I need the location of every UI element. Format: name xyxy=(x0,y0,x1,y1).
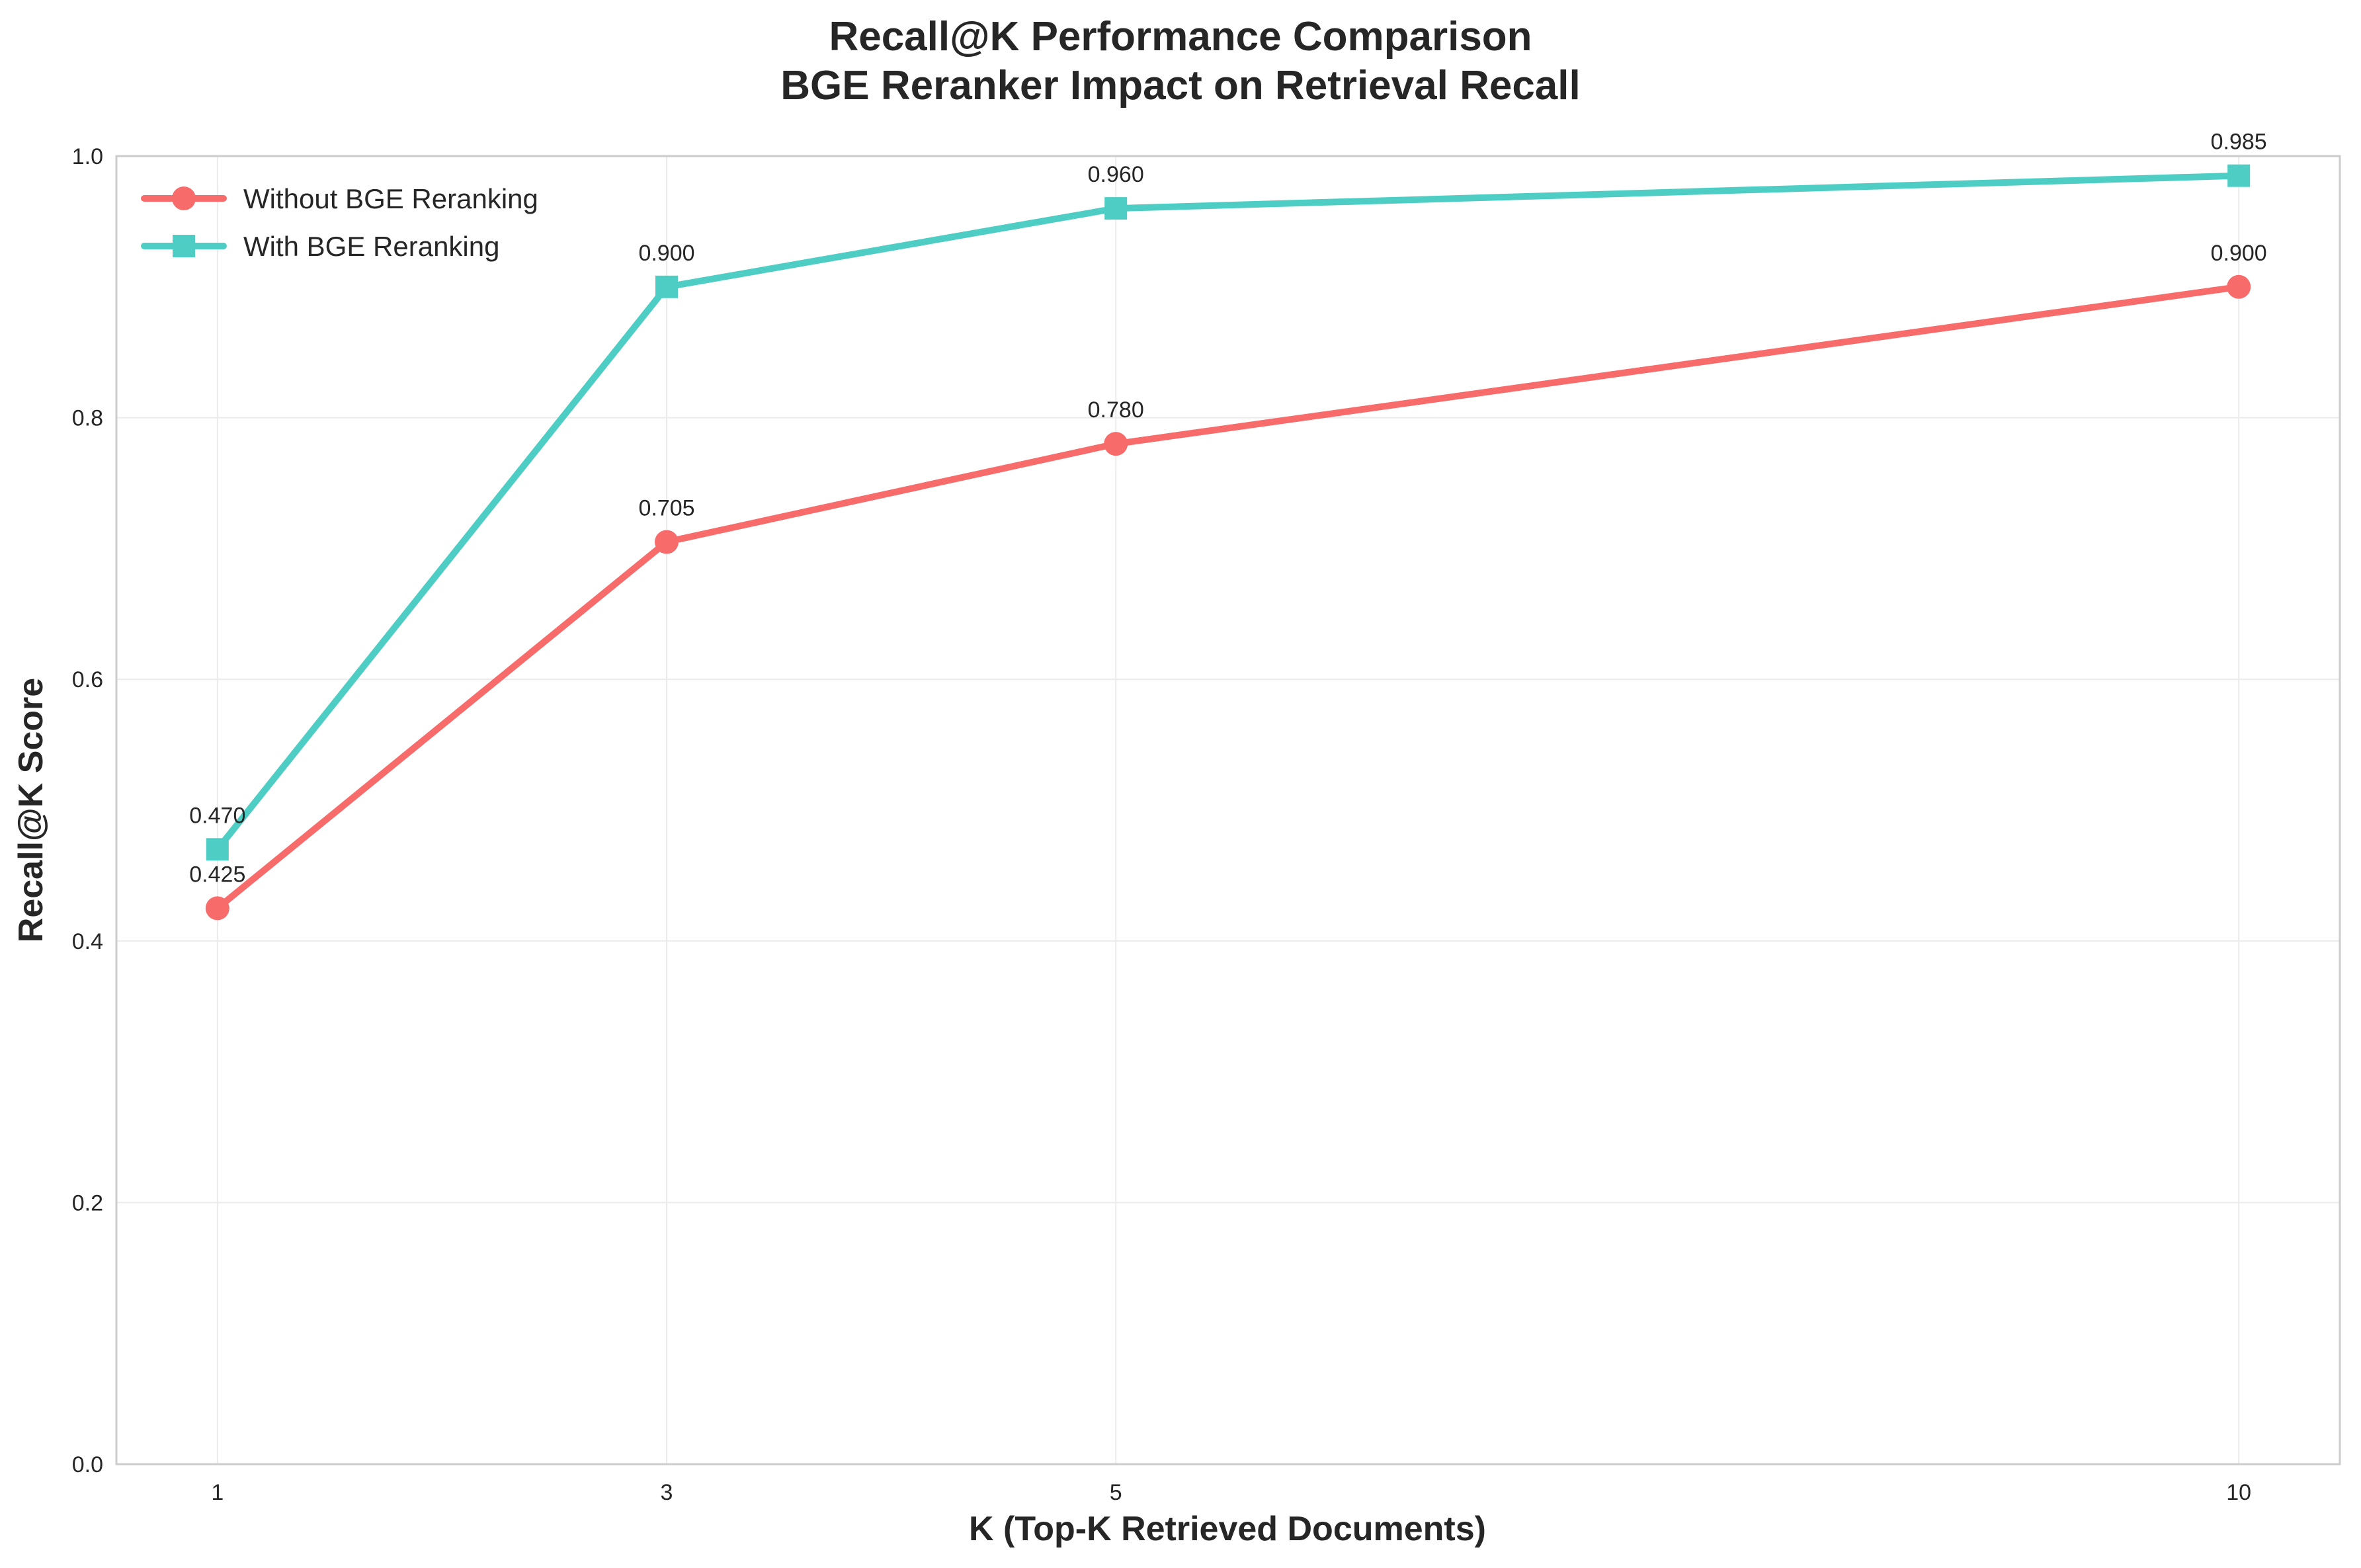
x-tick-label: 1 xyxy=(211,1480,224,1505)
legend-label: With BGE Reranking xyxy=(243,231,499,262)
x-tick-label: 3 xyxy=(661,1480,673,1505)
y-tick-label: 0.2 xyxy=(72,1190,103,1216)
chart-subtitle: BGE Reranker Impact on Retrieval Recall xyxy=(780,63,1580,108)
chart-title: Recall@K Performance Comparison xyxy=(829,14,1532,60)
data-label: 0.900 xyxy=(2211,241,2267,266)
data-label: 0.705 xyxy=(638,496,694,521)
y-tick-label: 0.0 xyxy=(72,1452,103,1477)
legend-label: Without BGE Reranking xyxy=(243,183,538,214)
data-point xyxy=(206,838,229,861)
x-tick-label: 10 xyxy=(2226,1480,2251,1505)
y-axis-label: Recall@K Score xyxy=(12,678,50,942)
series-line xyxy=(214,172,2243,853)
legend-marker xyxy=(172,186,196,210)
y-tick-label: 0.6 xyxy=(72,667,103,692)
legend: Without BGE Reranking With BGE Reranking xyxy=(141,183,538,262)
series-layer xyxy=(205,164,2251,921)
legend-marker xyxy=(173,235,195,257)
series-line xyxy=(214,283,2243,912)
data-label: 0.470 xyxy=(189,803,245,828)
data-label: 0.960 xyxy=(1088,162,1144,187)
data-point xyxy=(655,530,679,554)
series-1 xyxy=(205,274,2251,921)
data-labels: 0.425 0.705 0.780 0.900 0.470 0.900 0.960 0.985 xyxy=(189,130,2266,887)
series-2 xyxy=(206,164,2251,861)
data-point xyxy=(2227,164,2251,187)
data-label: 0.900 xyxy=(638,241,694,266)
y-tick-label: 1.0 xyxy=(72,144,103,169)
data-point xyxy=(1104,197,1128,220)
x-axis-label: K (Top-K Retrieved Documents) xyxy=(969,1510,1486,1548)
data-point xyxy=(655,275,679,298)
legend-entry: Without BGE Reranking xyxy=(141,183,538,214)
data-label: 0.985 xyxy=(2211,130,2267,155)
data-label: 0.780 xyxy=(1088,397,1144,423)
data-point xyxy=(1104,432,1128,456)
data-point xyxy=(205,896,229,921)
y-tick-label: 0.8 xyxy=(72,406,103,431)
y-axis-ticks: 0.0 0.2 0.4 0.6 0.8 1.0 xyxy=(72,144,103,1477)
x-tick-label: 5 xyxy=(1110,1480,1122,1505)
x-axis-ticks: 1 3 5 10 xyxy=(211,1480,2251,1505)
plot-frame xyxy=(115,155,2341,1465)
y-tick-label: 0.4 xyxy=(72,929,103,954)
data-point xyxy=(2227,274,2251,299)
data-label: 0.425 xyxy=(189,862,245,887)
legend-entry: With BGE Reranking xyxy=(141,231,499,262)
